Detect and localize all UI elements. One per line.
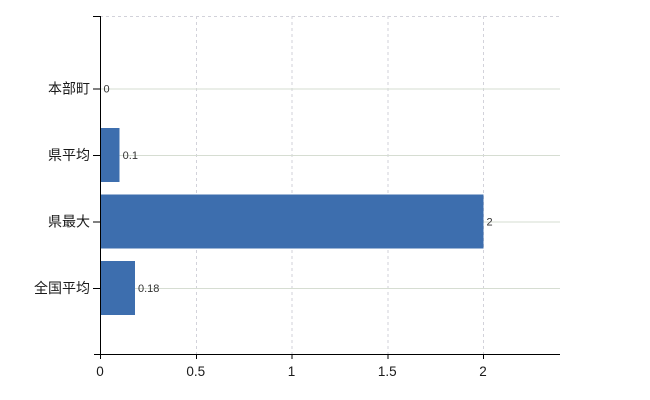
bar-value-label: 0.18 bbox=[138, 283, 159, 295]
bar-value-label: 0.1 bbox=[123, 150, 138, 162]
bar[interactable] bbox=[100, 127, 120, 182]
x-tick-label: 2 bbox=[479, 364, 487, 379]
bar[interactable] bbox=[100, 260, 135, 315]
y-category-label: 全国平均 bbox=[34, 280, 90, 296]
x-tick-label: 0.5 bbox=[186, 364, 205, 379]
y-category-label: 県最大 bbox=[48, 213, 90, 229]
x-tick-label: 1 bbox=[288, 364, 296, 379]
bar-value-label: 0 bbox=[104, 83, 110, 95]
y-category-label: 本部町 bbox=[48, 80, 90, 96]
bar[interactable] bbox=[100, 194, 484, 249]
x-tick-label: 1.5 bbox=[378, 364, 397, 379]
x-tick-label: 0 bbox=[96, 364, 104, 379]
y-category-label: 県平均 bbox=[48, 147, 90, 163]
bar-value-label: 2 bbox=[487, 216, 493, 228]
